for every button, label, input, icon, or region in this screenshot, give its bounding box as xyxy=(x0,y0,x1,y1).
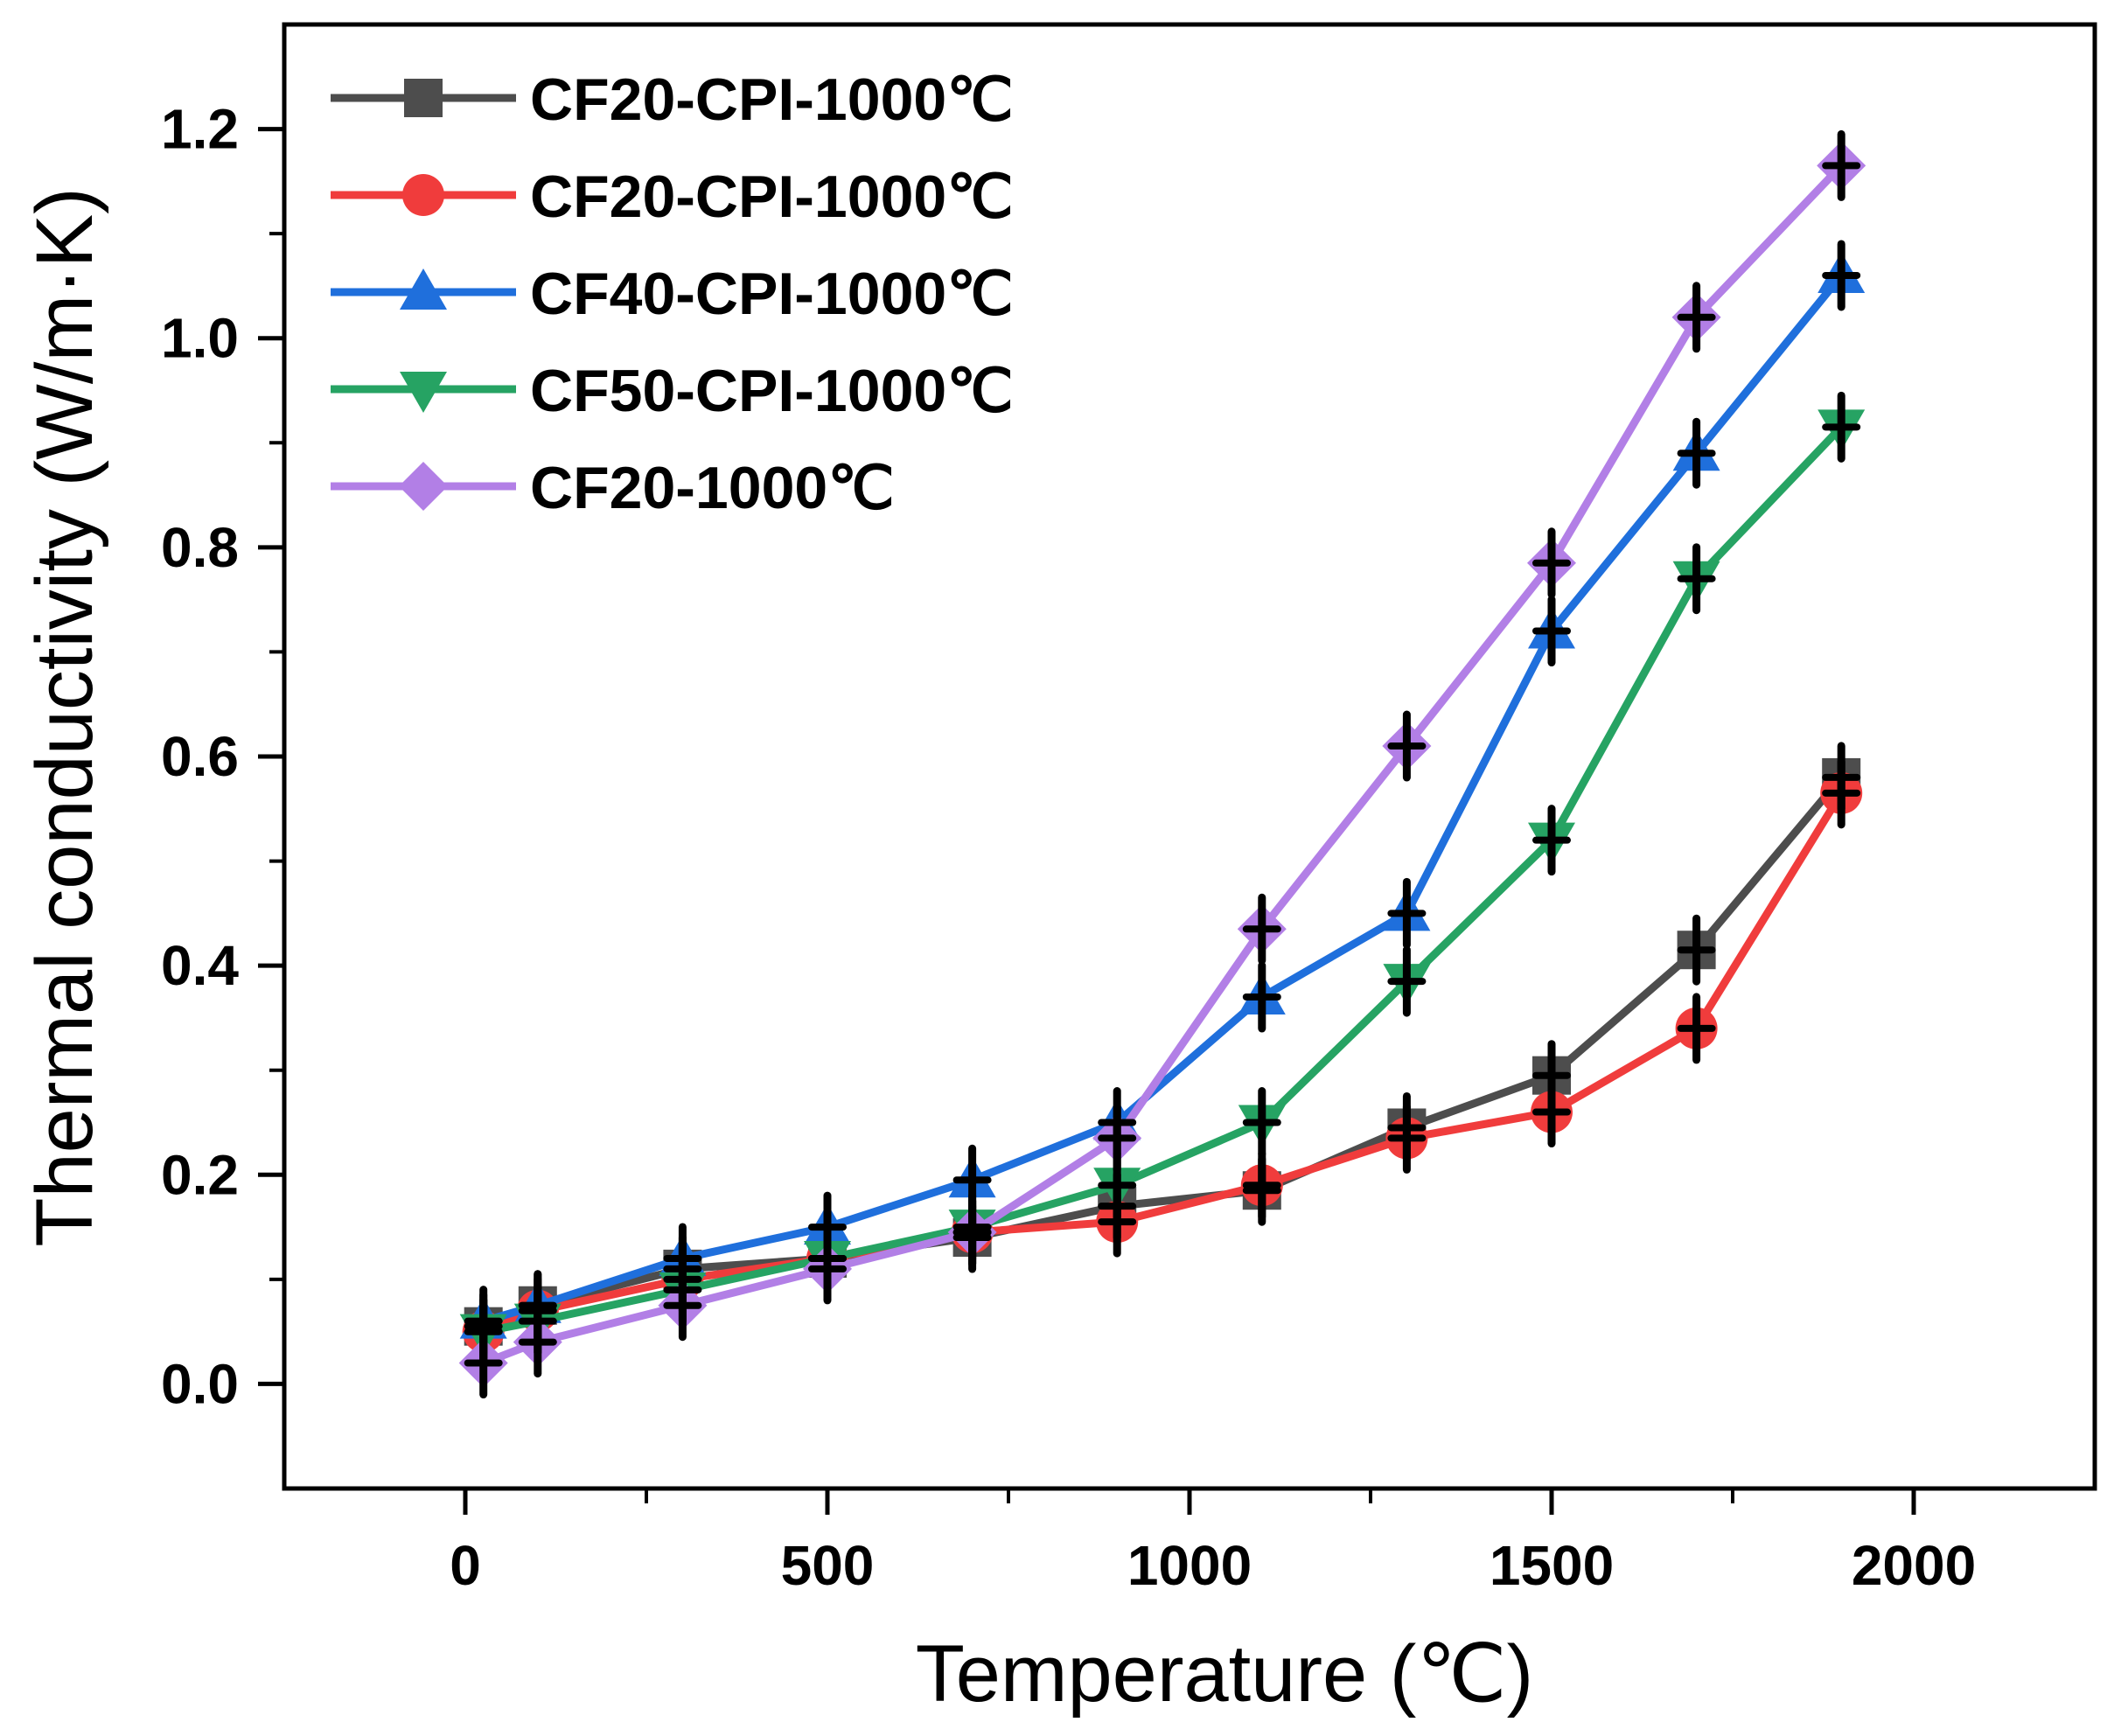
legend-label: CF20-CPI-1000℃ xyxy=(530,164,1014,230)
y-axis-ticks: 0.0 0.2 0.4 0.6 0.8 1.0 1.2 xyxy=(161,98,284,1415)
legend-label: CF50-CPI-1000℃ xyxy=(530,358,1014,424)
series-layer xyxy=(458,129,1866,1399)
x-tick-label: 1500 xyxy=(1490,1534,1614,1597)
x-axis-ticks: 0 500 1000 1500 2000 xyxy=(450,1488,1976,1597)
y-axis-title: Thermal conductivity (W/m·K) xyxy=(20,187,109,1247)
x-tick-label: 500 xyxy=(781,1534,875,1597)
error-bars xyxy=(464,129,1861,1399)
legend-marker xyxy=(399,462,448,511)
y-tick-label: 1.0 xyxy=(161,307,239,370)
legend-label: CF20-1000℃ xyxy=(530,455,895,521)
legend-item-1: CF20-CPI-1000℃ xyxy=(331,66,1014,133)
y-tick-label: 0.4 xyxy=(161,934,239,997)
legend-item-3: CF40-CPI-1000℃ xyxy=(331,261,1014,327)
legend-label: CF40-CPI-1000℃ xyxy=(530,261,1014,327)
legend-marker xyxy=(402,174,444,216)
x-tick-label: 2000 xyxy=(1852,1534,1976,1597)
legend-item-4: CF50-CPI-1000℃ xyxy=(331,358,1014,424)
y-tick-label: 1.2 xyxy=(161,98,239,161)
legend-label: CF20-CPI-1000℃ xyxy=(530,66,1014,133)
legend-marker xyxy=(404,79,443,117)
y-tick-label: 0.8 xyxy=(161,516,239,579)
legend-item-2: CF20-CPI-1000℃ xyxy=(331,164,1014,230)
legend-item-5: CF20-1000℃ xyxy=(331,455,895,521)
plot-frame xyxy=(282,22,2097,1491)
y-tick-label: 0.2 xyxy=(161,1143,239,1206)
x-tick-label: 0 xyxy=(450,1534,481,1597)
x-axis-title: Temperature (℃) xyxy=(916,1629,1534,1719)
legend: CF20-CPI-1000℃ CF20-CPI-1000℃ CF40-CPI-100… xyxy=(331,66,1014,521)
legend-marker xyxy=(400,268,447,310)
y-tick-label: 0.0 xyxy=(161,1352,239,1415)
x-tick-label: 1000 xyxy=(1127,1534,1252,1597)
y-tick-label: 0.6 xyxy=(161,725,239,788)
legend-marker xyxy=(400,372,447,413)
